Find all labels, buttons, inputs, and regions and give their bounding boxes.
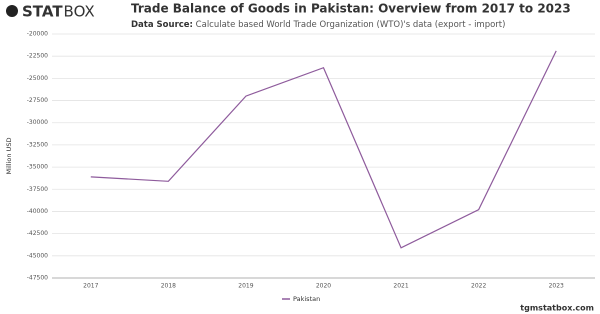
x-tick-label: 2020: [316, 283, 331, 290]
y-axis-label: Million USD: [5, 138, 13, 175]
y-tick-label: -25000: [27, 75, 48, 82]
x-tick-label: 2019: [238, 283, 253, 290]
y-tick-label: -27500: [27, 97, 48, 104]
logo-bold: STAT: [22, 3, 63, 21]
chart-title: Trade Balance of Goods in Pakistan: Over…: [131, 2, 571, 16]
y-tick-label: -45000: [27, 252, 48, 259]
x-tick-label: 2023: [549, 283, 564, 290]
x-tick-label: 2022: [471, 283, 486, 290]
source: Calculate based World Trade Organization…: [196, 20, 506, 30]
logo-light: BOX: [64, 3, 95, 21]
logo-icon: [6, 5, 18, 17]
y-tick-label: -47500: [27, 275, 48, 282]
y-tick-label: -30000: [27, 119, 48, 126]
logo: STAT: [6, 3, 63, 21]
y-tick-label: -35000: [27, 164, 48, 171]
y-tick-label: -40000: [27, 208, 48, 215]
footer: tgmstatbox.com: [520, 304, 594, 313]
source-line: Data Source: Calculate based World Trade…: [131, 20, 505, 30]
x-tick-label: 2017: [83, 283, 98, 290]
y-tick-label: -22500: [27, 53, 48, 60]
x-tick-label: 2021: [393, 283, 408, 290]
source-label: Data Source:: [131, 20, 193, 30]
y-tick-label: -37500: [27, 186, 48, 193]
legend-label: Pakistan: [293, 295, 320, 303]
y-tick-label: -32500: [27, 141, 48, 148]
x-tick-label: 2018: [161, 283, 176, 290]
line: [90, 50, 557, 249]
y-tick-label: -42500: [27, 230, 48, 237]
y-tick-label: -20000: [27, 31, 48, 38]
